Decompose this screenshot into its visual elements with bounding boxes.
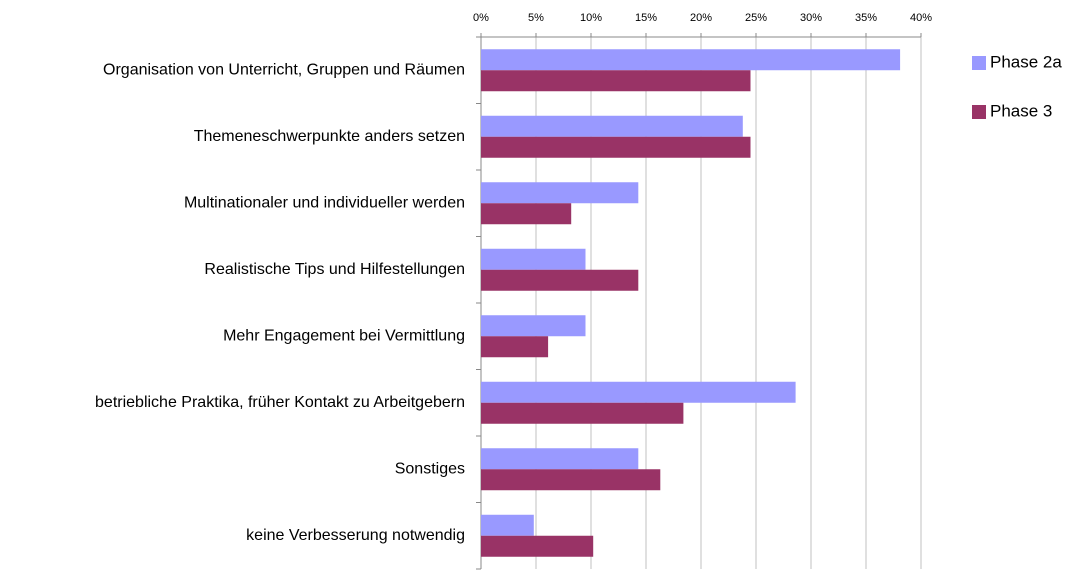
bar [481, 514, 534, 536]
x-tick-label: 25% [745, 12, 767, 24]
x-tick-label: 0% [473, 12, 489, 24]
bar [481, 248, 586, 270]
bar [481, 49, 901, 71]
category-label: Realistische Tips und Hilfestellungen [204, 261, 465, 278]
legend-label: Phase 3 [990, 101, 1052, 120]
bar [481, 535, 594, 557]
x-tick-label: 35% [855, 12, 877, 24]
legend-swatch [972, 56, 986, 70]
bar [481, 469, 661, 491]
bar [481, 381, 796, 403]
category-label: betriebliche Praktika, früher Kontakt zu… [95, 394, 465, 411]
category-label: Mehr Engagement bei Vermittlung [223, 327, 465, 344]
x-tick-label: 10% [580, 12, 602, 24]
bar [481, 315, 586, 337]
x-tick-label: 40% [910, 12, 932, 24]
legend-label: Phase 2a [990, 52, 1062, 71]
bar [481, 402, 684, 424]
bar [481, 136, 751, 158]
legend-swatch [972, 105, 986, 119]
bar [481, 269, 639, 291]
bar [481, 203, 572, 225]
x-tick-label: 5% [528, 12, 544, 24]
bar [481, 115, 743, 137]
category-label: Organisation von Unterricht, Gruppen und… [103, 61, 465, 78]
x-tick-label: 30% [800, 12, 822, 24]
bar [481, 336, 549, 358]
category-label: keine Verbesserung notwendig [246, 527, 465, 544]
category-label: Themeneschwerpunkte anders setzen [194, 128, 465, 145]
bar [481, 448, 639, 470]
category-label: Multinationaler und individueller werden [184, 194, 465, 211]
bar [481, 182, 639, 204]
x-tick-label: 20% [690, 12, 712, 24]
category-label: Sonstiges [395, 460, 465, 477]
x-tick-label: 15% [635, 12, 657, 24]
bar [481, 70, 751, 92]
